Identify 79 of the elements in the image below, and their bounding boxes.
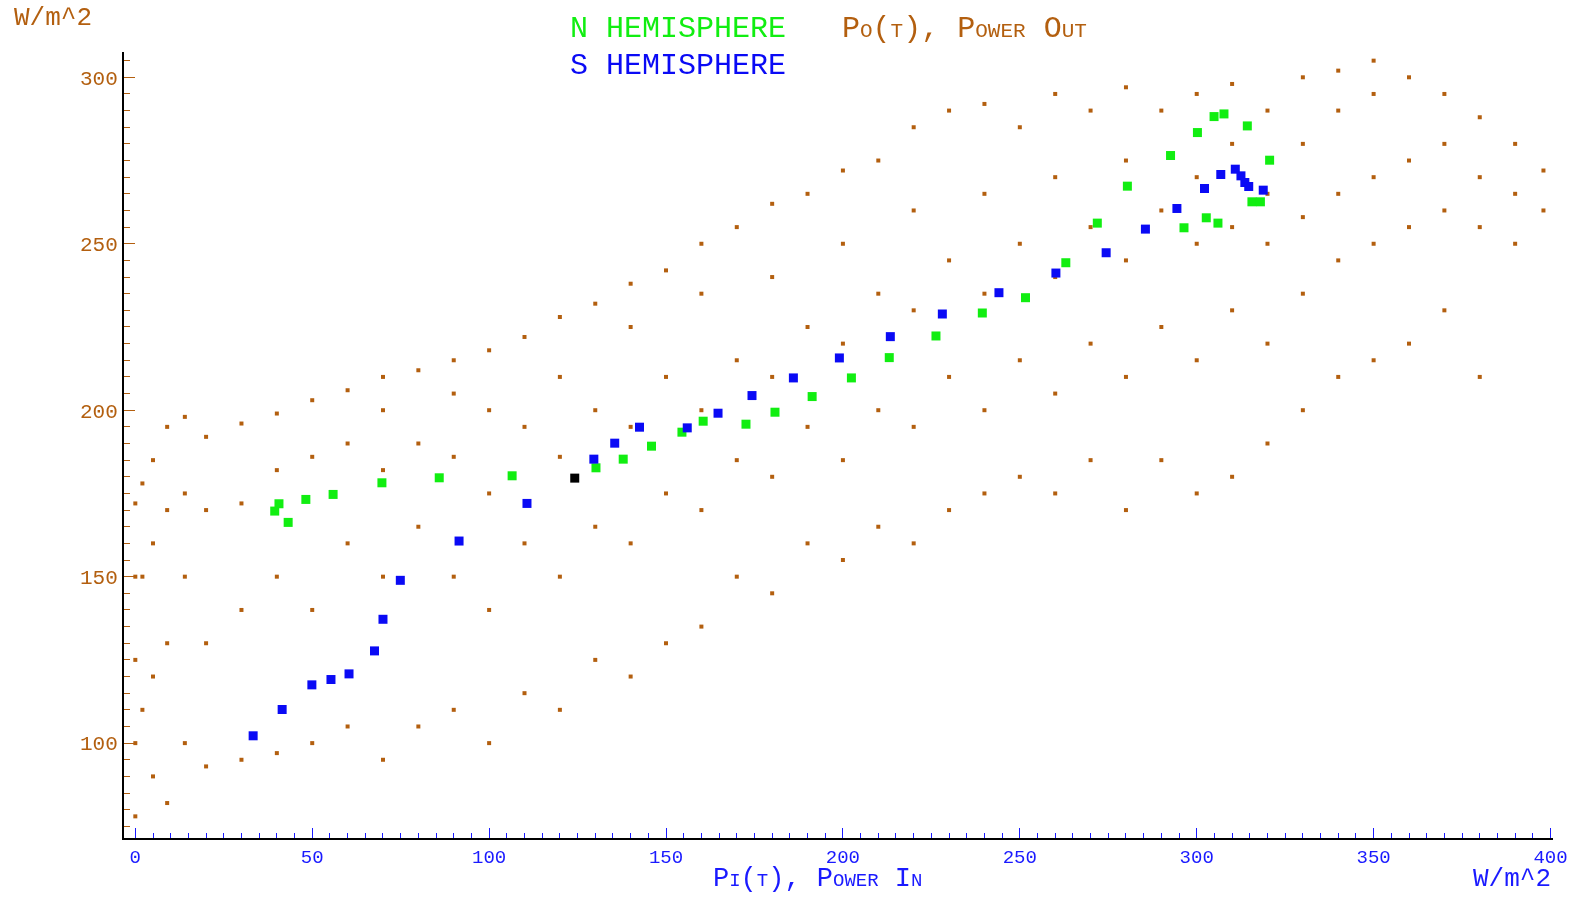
x-tick-label: 100 [472,846,507,869]
point [377,478,387,488]
point [682,423,692,433]
point [977,308,987,318]
point [698,416,708,426]
point [931,331,941,341]
text: N HEMISPHERE [570,12,787,46]
point [570,473,580,483]
point [807,392,817,402]
point [1140,224,1150,234]
point [328,489,338,499]
y-tick-label: 150 [79,567,118,591]
point [770,407,780,417]
point [1179,223,1189,233]
point [1061,258,1071,268]
point [610,438,620,448]
point [326,675,336,685]
y-tick-label: 100 [79,733,118,757]
point [591,463,601,473]
point [1213,218,1223,228]
point [1216,170,1226,180]
point [885,332,895,342]
y-axis-title: Po(t), Power Out [842,12,1087,46]
point [589,454,599,464]
point [522,498,532,508]
x-tick-label: 0 [129,846,142,869]
point [454,536,464,546]
point [647,441,657,451]
y-tick-label: 200 [79,400,118,424]
point [788,373,798,383]
point [1172,203,1182,213]
point [1192,128,1202,138]
point [1200,183,1210,193]
point [747,391,757,401]
point [1209,112,1219,122]
point [1020,293,1030,303]
point [1247,197,1257,207]
point [1219,109,1229,119]
y-tick-label: 250 [79,234,118,258]
point [618,454,628,464]
point [834,353,844,363]
y-tick-label: 300 [79,67,118,91]
point [378,614,388,624]
point [277,705,287,714]
point [301,494,311,504]
point [344,669,354,679]
point [1242,121,1252,131]
point [1092,218,1102,228]
point [1255,197,1265,207]
point [307,680,317,690]
point [937,309,947,319]
point [994,288,1004,298]
point [1201,213,1211,223]
text: S HEMISPHERE [570,49,787,83]
point [846,373,856,383]
x-tick-label: 300 [1179,846,1214,869]
x-tick-label: 250 [1002,846,1037,869]
point [369,646,379,656]
x-tick-label: 50 [300,846,324,869]
point [1051,268,1061,278]
text: W/m^2 [14,3,93,33]
point [1166,151,1176,161]
point [1244,182,1254,191]
point [395,575,405,585]
point [634,422,644,432]
point [1258,185,1268,195]
point [1265,155,1275,165]
point [283,517,293,527]
point [713,408,723,418]
x-tick-label: 350 [1356,846,1391,869]
point [1101,248,1111,258]
point [1122,181,1132,191]
point [884,353,894,363]
point [507,471,517,481]
point [274,499,284,509]
point [434,473,444,483]
x-tick-label: 150 [648,846,684,869]
point [741,419,751,429]
point [248,731,258,741]
